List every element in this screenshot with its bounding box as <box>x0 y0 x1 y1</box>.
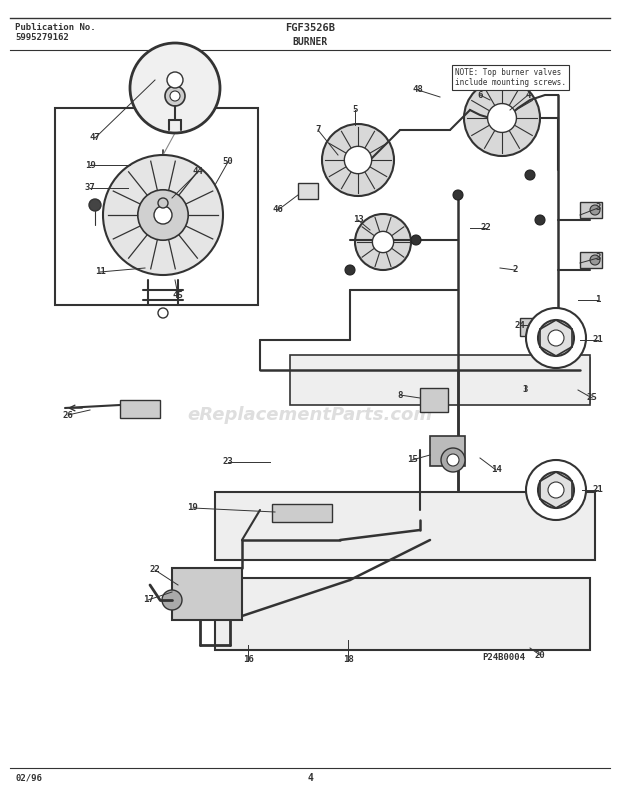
Text: 5995279162: 5995279162 <box>15 33 69 43</box>
Text: 3: 3 <box>595 254 601 262</box>
Circle shape <box>154 206 172 224</box>
Text: 45: 45 <box>172 291 184 299</box>
Circle shape <box>548 482 564 498</box>
Circle shape <box>526 308 586 368</box>
Text: 2: 2 <box>512 265 518 274</box>
Text: 3: 3 <box>595 204 601 213</box>
Text: 20: 20 <box>534 650 546 660</box>
Circle shape <box>345 265 355 275</box>
Text: 21: 21 <box>593 486 603 495</box>
Bar <box>120 400 160 418</box>
Circle shape <box>162 590 182 610</box>
Text: 17: 17 <box>143 596 153 604</box>
Bar <box>215 492 595 560</box>
Text: 47: 47 <box>90 134 100 142</box>
Text: BURNER: BURNER <box>293 37 327 47</box>
Circle shape <box>165 86 185 106</box>
Circle shape <box>487 103 516 133</box>
Bar <box>215 578 590 650</box>
Bar <box>272 504 332 522</box>
Text: 19: 19 <box>188 503 198 513</box>
Text: 44: 44 <box>193 167 203 176</box>
Circle shape <box>138 190 188 240</box>
Text: P24B0004: P24B0004 <box>482 653 525 663</box>
Text: 46: 46 <box>273 205 283 215</box>
Bar <box>298 183 318 199</box>
Circle shape <box>167 72 183 88</box>
Bar <box>55 108 258 305</box>
Text: eReplacementParts.com: eReplacementParts.com <box>187 406 433 424</box>
Text: 02/96: 02/96 <box>15 773 42 783</box>
Text: FGF3526B: FGF3526B <box>285 23 335 33</box>
Text: 4: 4 <box>525 91 531 100</box>
Text: 11: 11 <box>95 268 105 276</box>
Circle shape <box>441 448 465 472</box>
Text: Publication No.: Publication No. <box>15 24 95 32</box>
Circle shape <box>590 255 600 265</box>
Bar <box>520 318 544 336</box>
Text: 8: 8 <box>397 390 402 400</box>
Text: 23: 23 <box>223 457 233 467</box>
Text: 25: 25 <box>587 393 598 402</box>
Text: 7: 7 <box>316 126 321 134</box>
Text: 16: 16 <box>242 656 254 664</box>
Circle shape <box>158 198 168 208</box>
Text: 1: 1 <box>595 295 601 304</box>
Bar <box>580 202 602 218</box>
Circle shape <box>103 155 223 275</box>
Circle shape <box>526 460 586 520</box>
Text: 19: 19 <box>84 160 95 170</box>
Circle shape <box>447 454 459 466</box>
Bar <box>172 568 242 620</box>
Text: 37: 37 <box>84 183 95 193</box>
Circle shape <box>535 215 545 225</box>
Circle shape <box>373 231 394 253</box>
Text: 50: 50 <box>223 157 233 167</box>
Text: 13: 13 <box>353 216 363 224</box>
Text: 6: 6 <box>477 91 483 100</box>
Circle shape <box>411 235 421 245</box>
Text: 48: 48 <box>413 85 423 95</box>
Text: 14: 14 <box>490 465 502 475</box>
Text: 24: 24 <box>515 321 525 329</box>
Circle shape <box>538 472 574 508</box>
Circle shape <box>130 43 220 133</box>
Text: 3: 3 <box>522 386 528 394</box>
Circle shape <box>548 330 564 346</box>
Circle shape <box>322 124 394 196</box>
Bar <box>580 252 602 268</box>
Text: 4: 4 <box>307 773 313 783</box>
Text: 22: 22 <box>149 566 161 574</box>
Text: NOTE: Top burner valves
include mounting screws.: NOTE: Top burner valves include mounting… <box>455 68 566 88</box>
Text: 15: 15 <box>407 456 417 465</box>
Bar <box>430 436 465 466</box>
Circle shape <box>355 214 411 270</box>
Circle shape <box>344 146 371 174</box>
Text: 21: 21 <box>593 336 603 344</box>
Circle shape <box>464 80 540 156</box>
Text: 26: 26 <box>63 411 73 419</box>
Circle shape <box>89 199 101 211</box>
Circle shape <box>538 320 574 356</box>
Circle shape <box>170 91 180 101</box>
Text: 18: 18 <box>343 656 353 664</box>
Circle shape <box>590 205 600 215</box>
Circle shape <box>525 170 535 180</box>
Bar <box>290 355 590 405</box>
Text: 22: 22 <box>480 224 492 232</box>
Text: 5: 5 <box>352 106 358 115</box>
Circle shape <box>158 308 168 318</box>
Circle shape <box>453 190 463 200</box>
Bar <box>420 388 448 412</box>
